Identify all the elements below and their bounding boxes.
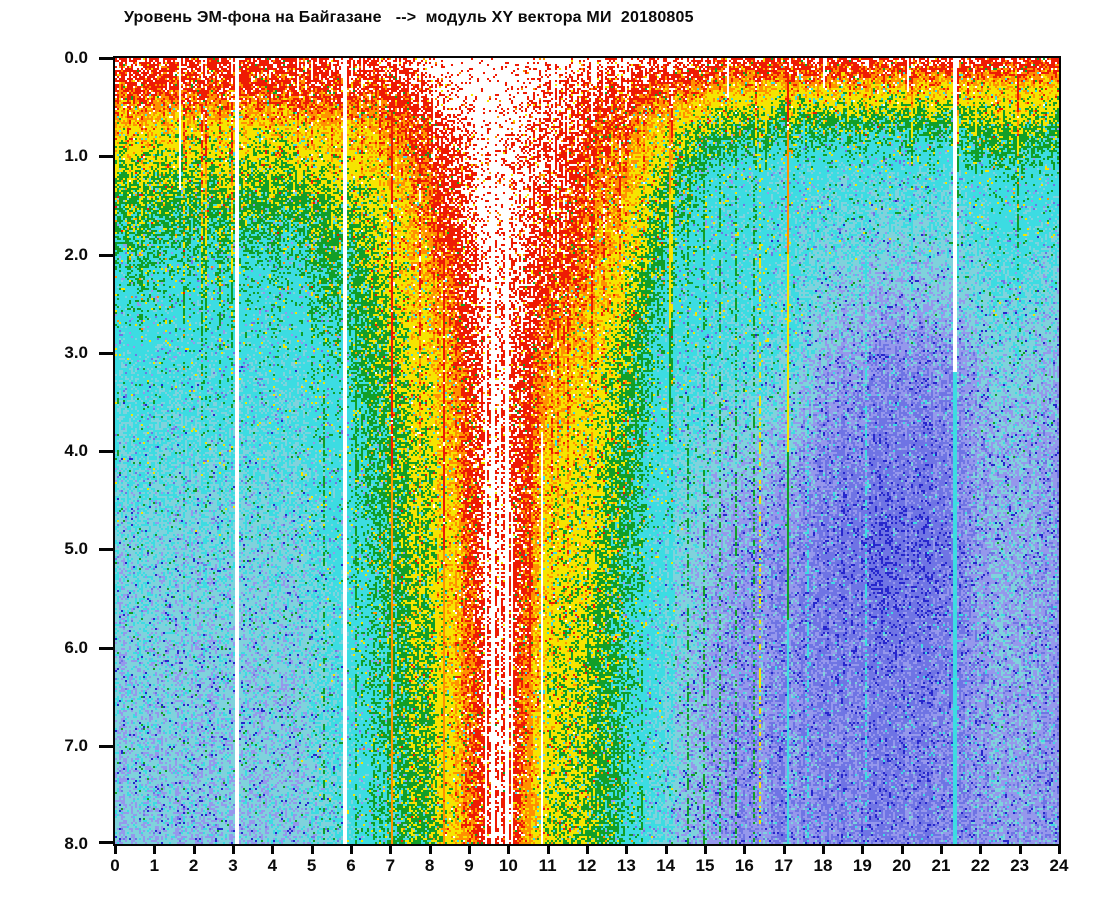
x-axis-tick — [507, 846, 511, 854]
heatmap-canvas — [115, 58, 1059, 844]
x-axis-tick — [192, 846, 196, 854]
y-axis-tick — [99, 155, 113, 159]
x-axis-tick — [822, 846, 825, 854]
x-axis-tick — [153, 846, 157, 854]
x-axis-tick — [428, 846, 432, 854]
x-axis-tick — [664, 846, 668, 854]
x-axis-tick — [900, 846, 904, 854]
x-tick-label: 23 — [1010, 856, 1030, 875]
x-axis-tick — [979, 846, 983, 854]
x-tick-label: 14 — [656, 856, 676, 875]
x-axis-tick — [743, 846, 747, 854]
y-tick-label: 4.0 — [64, 441, 88, 460]
x-tick-label: 4 — [267, 856, 278, 875]
x-tick-label: 17 — [774, 856, 794, 875]
x-tick-label: 6 — [346, 856, 356, 875]
x-axis-tick — [861, 846, 865, 854]
x-axis-tick — [782, 846, 786, 854]
x-tick-label: 9 — [464, 856, 474, 875]
x-tick-label: 3 — [228, 856, 238, 875]
x-axis-tick — [1058, 846, 1061, 854]
y-tick-label: 5.0 — [64, 539, 88, 559]
x-tick-label: 1 — [149, 856, 160, 875]
x-axis-tick — [546, 846, 550, 854]
x-axis-tick — [114, 846, 117, 854]
y-axis-tick — [99, 548, 113, 552]
x-tick-label: 5 — [306, 856, 317, 875]
x-tick-label: 21 — [931, 856, 951, 875]
x-axis-tick — [271, 846, 275, 854]
x-axis-tick — [389, 846, 393, 854]
x-tick-label: 0 — [110, 856, 120, 875]
chart-title: Уровень ЭМ-фона на Байгазане --> модуль … — [124, 9, 694, 26]
x-tick-label: 10 — [498, 856, 518, 875]
x-axis-tick — [704, 846, 707, 854]
x-tick-label: 22 — [970, 856, 990, 875]
y-tick-label: 6.0 — [64, 637, 88, 657]
x-axis-tick — [468, 846, 471, 854]
x-axis-tick — [940, 846, 943, 854]
y-tick-label: 8.0 — [64, 834, 88, 853]
x-axis-tick — [310, 846, 314, 854]
x-tick-label: 12 — [577, 856, 597, 875]
y-axis-tick — [99, 646, 113, 650]
y-axis-tick — [99, 450, 113, 453]
x-tick-label: 13 — [616, 856, 636, 875]
y-axis-tick — [99, 744, 113, 748]
y-tick-label: 0.0 — [64, 48, 88, 67]
x-tick-label: 19 — [852, 856, 872, 875]
x-tick-label: 20 — [892, 856, 912, 875]
x-tick-label: 16 — [734, 856, 754, 875]
x-axis-tick — [232, 846, 235, 854]
x-tick-label: 15 — [695, 856, 715, 875]
y-tick-label: 3.0 — [64, 342, 88, 362]
x-axis-tick — [350, 846, 353, 854]
x-tick-label: 24 — [1049, 856, 1069, 875]
x-tick-label: 7 — [385, 856, 396, 875]
y-axis-tick — [99, 351, 113, 355]
x-tick-label: 11 — [538, 856, 557, 875]
y-tick-label: 1.0 — [64, 146, 88, 166]
x-axis-tick — [1018, 846, 1022, 854]
x-axis-tick — [625, 846, 629, 854]
y-axis-tick — [99, 841, 113, 844]
x-tick-label: 8 — [424, 856, 435, 875]
spectrogram-plot-area — [113, 56, 1061, 846]
x-tick-label: 2 — [188, 856, 199, 875]
x-axis-tick — [586, 846, 589, 854]
y-axis-tick — [99, 253, 113, 257]
x-tick-label: 18 — [813, 856, 833, 875]
y-tick-label: 7.0 — [64, 735, 88, 755]
y-tick-label: 2.0 — [64, 244, 88, 264]
y-axis-tick — [99, 57, 113, 60]
